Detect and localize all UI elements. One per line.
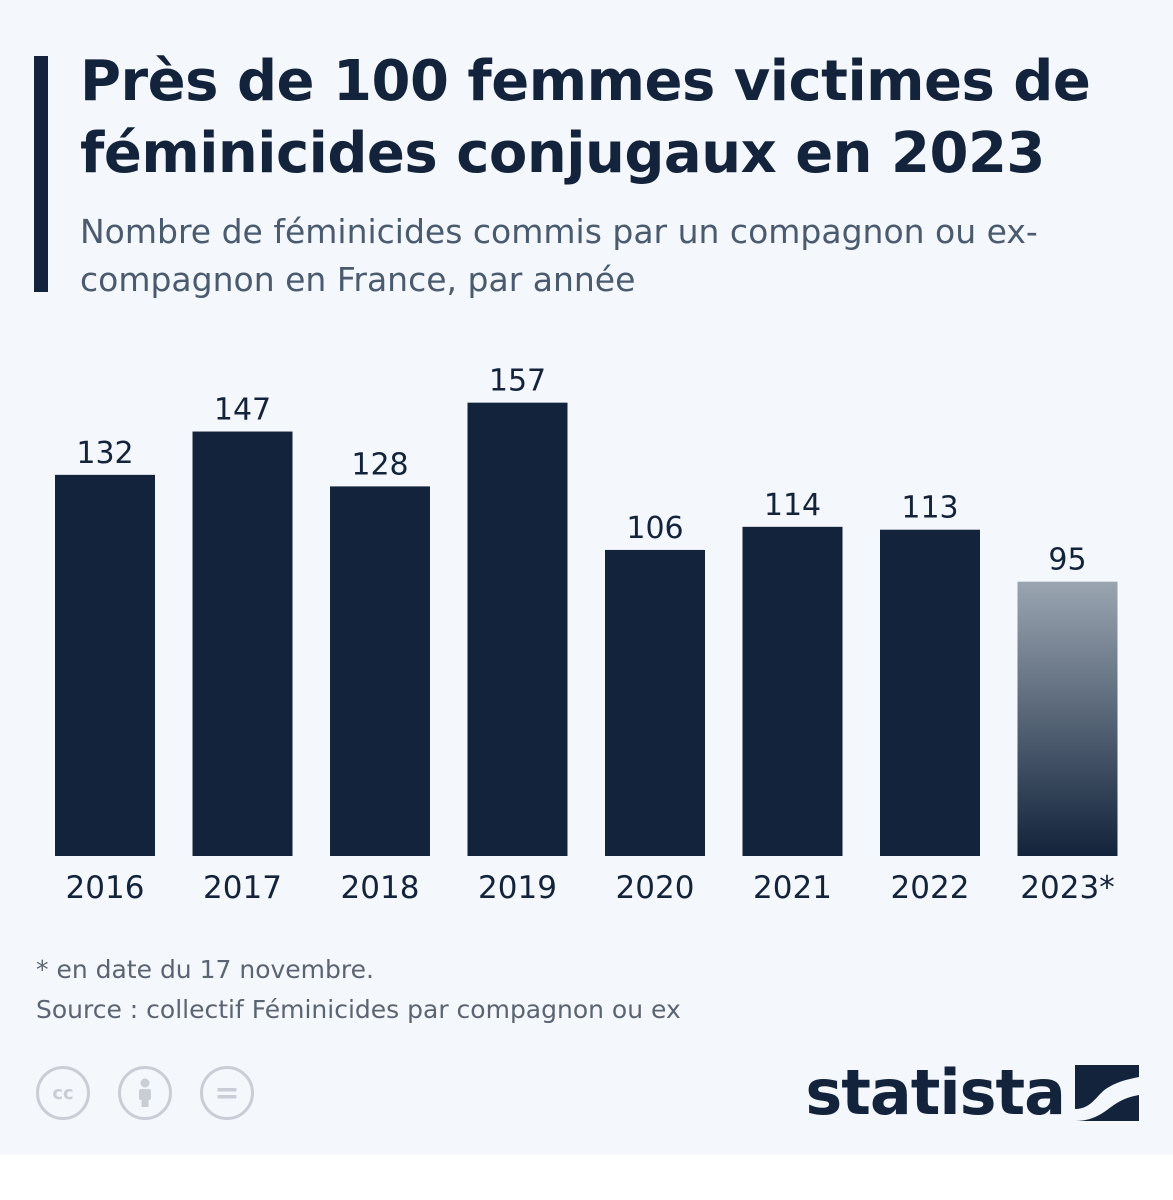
bar-2022 (880, 529, 980, 856)
footnote: * en date du 17 novembre. (36, 955, 374, 984)
value-label-2023: 95 (1048, 543, 1086, 578)
value-label-2019: 157 (489, 364, 546, 399)
no-derivatives-icon[interactable]: = (200, 1066, 254, 1120)
license-icons: cc = (36, 1066, 254, 1120)
value-label-2022: 113 (901, 491, 958, 526)
category-label-2023: 2023* (1020, 870, 1114, 906)
chart-subtitle: Nombre de féminicides commis par un comp… (80, 212, 1038, 299)
brand-name: statista (805, 1056, 1066, 1129)
bar-2018 (330, 486, 430, 856)
category-label-2022: 2022 (891, 870, 970, 906)
value-label-2017: 147 (214, 393, 271, 428)
attribution-person-icon[interactable] (118, 1066, 172, 1120)
statista-mark-icon (1075, 1065, 1139, 1121)
category-label-2017: 2017 (203, 870, 282, 906)
bar-2019 (467, 402, 568, 856)
source-note: Source : collectif Féminicides par compa… (36, 995, 681, 1024)
bar-2020 (605, 549, 705, 856)
infographic-card: Près de 100 femmes victimes de féminicid… (0, 0, 1173, 1155)
category-label-2018: 2018 (341, 870, 420, 906)
bar-chart: 132 2016 147 2017 128 2018 157 2019 106 2020 114 20… (55, 364, 1118, 906)
title-accent-bar (34, 56, 48, 292)
bar-2016 (55, 474, 155, 856)
value-label-2018: 128 (351, 447, 408, 482)
creative-commons-icon[interactable]: cc (36, 1066, 90, 1120)
category-label-2016: 2016 (66, 870, 145, 906)
brand-logo[interactable]: statista (805, 1062, 1139, 1124)
person-glyph (139, 1078, 151, 1107)
value-label-2020: 106 (626, 511, 683, 546)
category-label-2019: 2019 (478, 870, 557, 906)
value-label-2021: 114 (764, 488, 821, 523)
bar-2023 (1017, 581, 1118, 856)
bar-2017 (192, 431, 293, 856)
bar-2021 (742, 526, 843, 856)
chart-title: Près de 100 femmes victimes de féminicid… (80, 49, 1091, 186)
value-label-2016: 132 (76, 436, 133, 471)
category-label-2021: 2021 (753, 870, 832, 906)
category-label-2020: 2020 (616, 870, 695, 906)
